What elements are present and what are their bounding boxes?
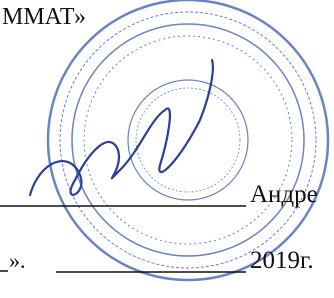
- document-fragment: ММАТ» Андре ». 2019г.: [0, 0, 334, 298]
- date-quote: ».: [9, 248, 26, 273]
- page: ММАТ» Андре ». 2019г. (() => { const dat…: [0, 0, 334, 298]
- header-text: ММАТ»: [2, 4, 86, 30]
- date-year: 2019г.: [250, 247, 314, 274]
- signer-name: Андре: [250, 181, 318, 208]
